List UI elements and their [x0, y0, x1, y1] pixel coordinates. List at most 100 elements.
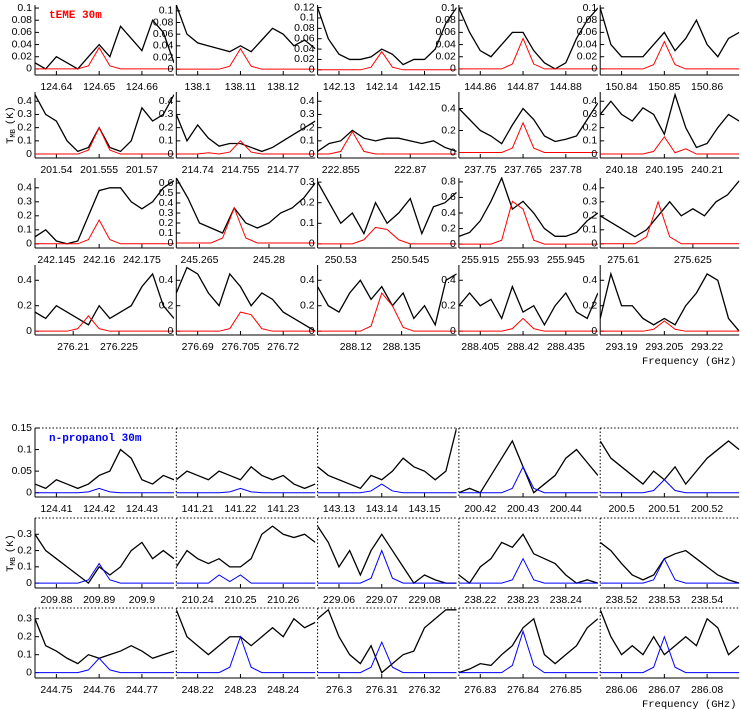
y-tick-label: 0.1 [17, 135, 32, 147]
spectra [176, 266, 316, 332]
x-tick-label: 141.23 [267, 503, 299, 515]
y-tick-label: 0.1 [583, 224, 598, 236]
x-tick-label: 288.42 [507, 341, 539, 353]
x-tick-label: 276.3 [326, 684, 352, 696]
observed-spectrum [458, 533, 598, 585]
spectra [458, 7, 598, 70]
y-tick-label: 0 [591, 148, 597, 160]
y-tick-label: 0.12 [294, 1, 315, 13]
x-tick-label: 200.52 [691, 503, 723, 515]
y-tick-label: 0.3 [583, 196, 598, 208]
x-tick-label: 238.52 [606, 594, 638, 606]
spectra [176, 465, 316, 494]
y-tick-label: 0.2 [17, 630, 32, 642]
y-axis-label-subscript: MB [10, 129, 18, 137]
x-tick-label: 200.43 [507, 503, 539, 515]
y-tick-label: 0.1 [159, 135, 174, 147]
y-tick-label: 0.1 [300, 12, 315, 24]
x-tick-label: 276.84 [507, 684, 539, 696]
x-tick-label: 245.28 [253, 254, 285, 266]
y-tick-label: 0.3 [17, 613, 32, 625]
x-tick-label: 238.23 [507, 594, 539, 606]
panel: 0 0.2 0.4 293.19 293.205 293.22 Frequency (GHz… [583, 265, 740, 368]
y-tick-label: 0.06 [12, 26, 33, 38]
y-tick-label: 0.1 [17, 561, 32, 573]
y-tick-label: 0 [167, 63, 173, 75]
x-tick-label: 248.22 [182, 684, 214, 696]
x-tick-label: 214.74 [182, 164, 214, 176]
observed-spectrum [176, 266, 316, 332]
y-tick-label: 0.08 [577, 14, 598, 26]
x-tick-label: 124.42 [83, 503, 115, 515]
y-tick-label: 0.3 [583, 108, 598, 120]
observed-spectrum [176, 525, 316, 568]
x-tick-label: 275.61 [607, 254, 639, 266]
y-tick-label: 0 [309, 238, 315, 250]
y-tick-label: 0 [309, 325, 315, 337]
y-tick-label: 0.4 [17, 95, 32, 107]
panel: 0 0.2 0.4 288.405 288.42 288.435 [441, 265, 598, 353]
x-tick-label: 238.54 [691, 594, 723, 606]
y-tick-label: 0.4 [300, 274, 315, 286]
x-tick-label: 229.08 [408, 594, 440, 606]
model-spectrum [35, 315, 174, 332]
y-tick-label: 0.6 [159, 177, 174, 189]
y-tick-label: 0.1 [441, 2, 456, 14]
observed-spectrum [317, 129, 457, 153]
x-tick-label: 142.14 [366, 81, 398, 93]
spectra [317, 427, 457, 494]
panel: 200.5 200.51 200.52 [599, 427, 740, 515]
panel-annotation: n-propanol 30m [49, 433, 142, 445]
y-tick-label: 0.2 [159, 121, 174, 133]
spectra [600, 271, 740, 332]
spectra [176, 4, 316, 70]
y-axis-label-unit: (K) [5, 534, 17, 553]
model-spectrum [458, 465, 598, 494]
model-spectrum [35, 487, 174, 494]
observed-spectrum [600, 7, 740, 58]
x-tick-label: 200.44 [550, 503, 582, 515]
spectra [317, 273, 457, 332]
model-spectrum [317, 50, 457, 71]
x-tick-label: 142.13 [323, 81, 355, 93]
observed-spectrum [458, 439, 598, 494]
spectra [600, 180, 740, 245]
x-tick-label: 276.72 [267, 341, 299, 353]
x-tick-label: 201.54 [40, 164, 72, 176]
spectra [176, 114, 316, 155]
y-tick-label: 0.4 [159, 95, 174, 107]
y-tick-label: 0.2 [300, 121, 315, 133]
x-tick-label: 201.555 [80, 164, 118, 176]
observed-spectrum [317, 181, 457, 236]
spectra [176, 609, 316, 674]
x-tick-label: 144.88 [550, 81, 582, 93]
spectra [317, 525, 457, 585]
y-tick-label: 0.04 [294, 43, 315, 55]
y-axis-label-unit: (K) [5, 106, 17, 125]
observed-spectrum [317, 608, 457, 674]
x-tick-label: 124.66 [126, 81, 158, 93]
y-tick-label: 0.4 [159, 274, 174, 286]
y-tick-label: 0.8 [441, 176, 456, 188]
panel: 00.020.040.060.080.1 150.84 150.85 150.86 [577, 2, 740, 93]
x-tick-label: 248.23 [224, 684, 256, 696]
observed-spectrum [317, 273, 457, 327]
panel: 286.06 286.07 286.08 Frequency (GHz) [599, 607, 740, 710]
x-tick-label: 124.41 [40, 503, 72, 515]
panel: 248.22 248.23 248.24 [175, 607, 316, 696]
x-tick-label: 138.1 [185, 81, 211, 93]
x-tick-label: 242.175 [123, 254, 161, 266]
model-spectrum [35, 126, 174, 155]
y-tick-label: 0.1 [17, 648, 32, 660]
x-tick-label: 141.22 [224, 503, 256, 515]
y-tick-label: 0.1 [159, 227, 174, 239]
x-tick-label: 229.06 [323, 594, 355, 606]
x-tick-label: 238.22 [464, 594, 496, 606]
x-tick-label: 276.32 [408, 684, 440, 696]
x-tick-label: 237.75 [464, 164, 496, 176]
model-spectrum [35, 657, 174, 674]
